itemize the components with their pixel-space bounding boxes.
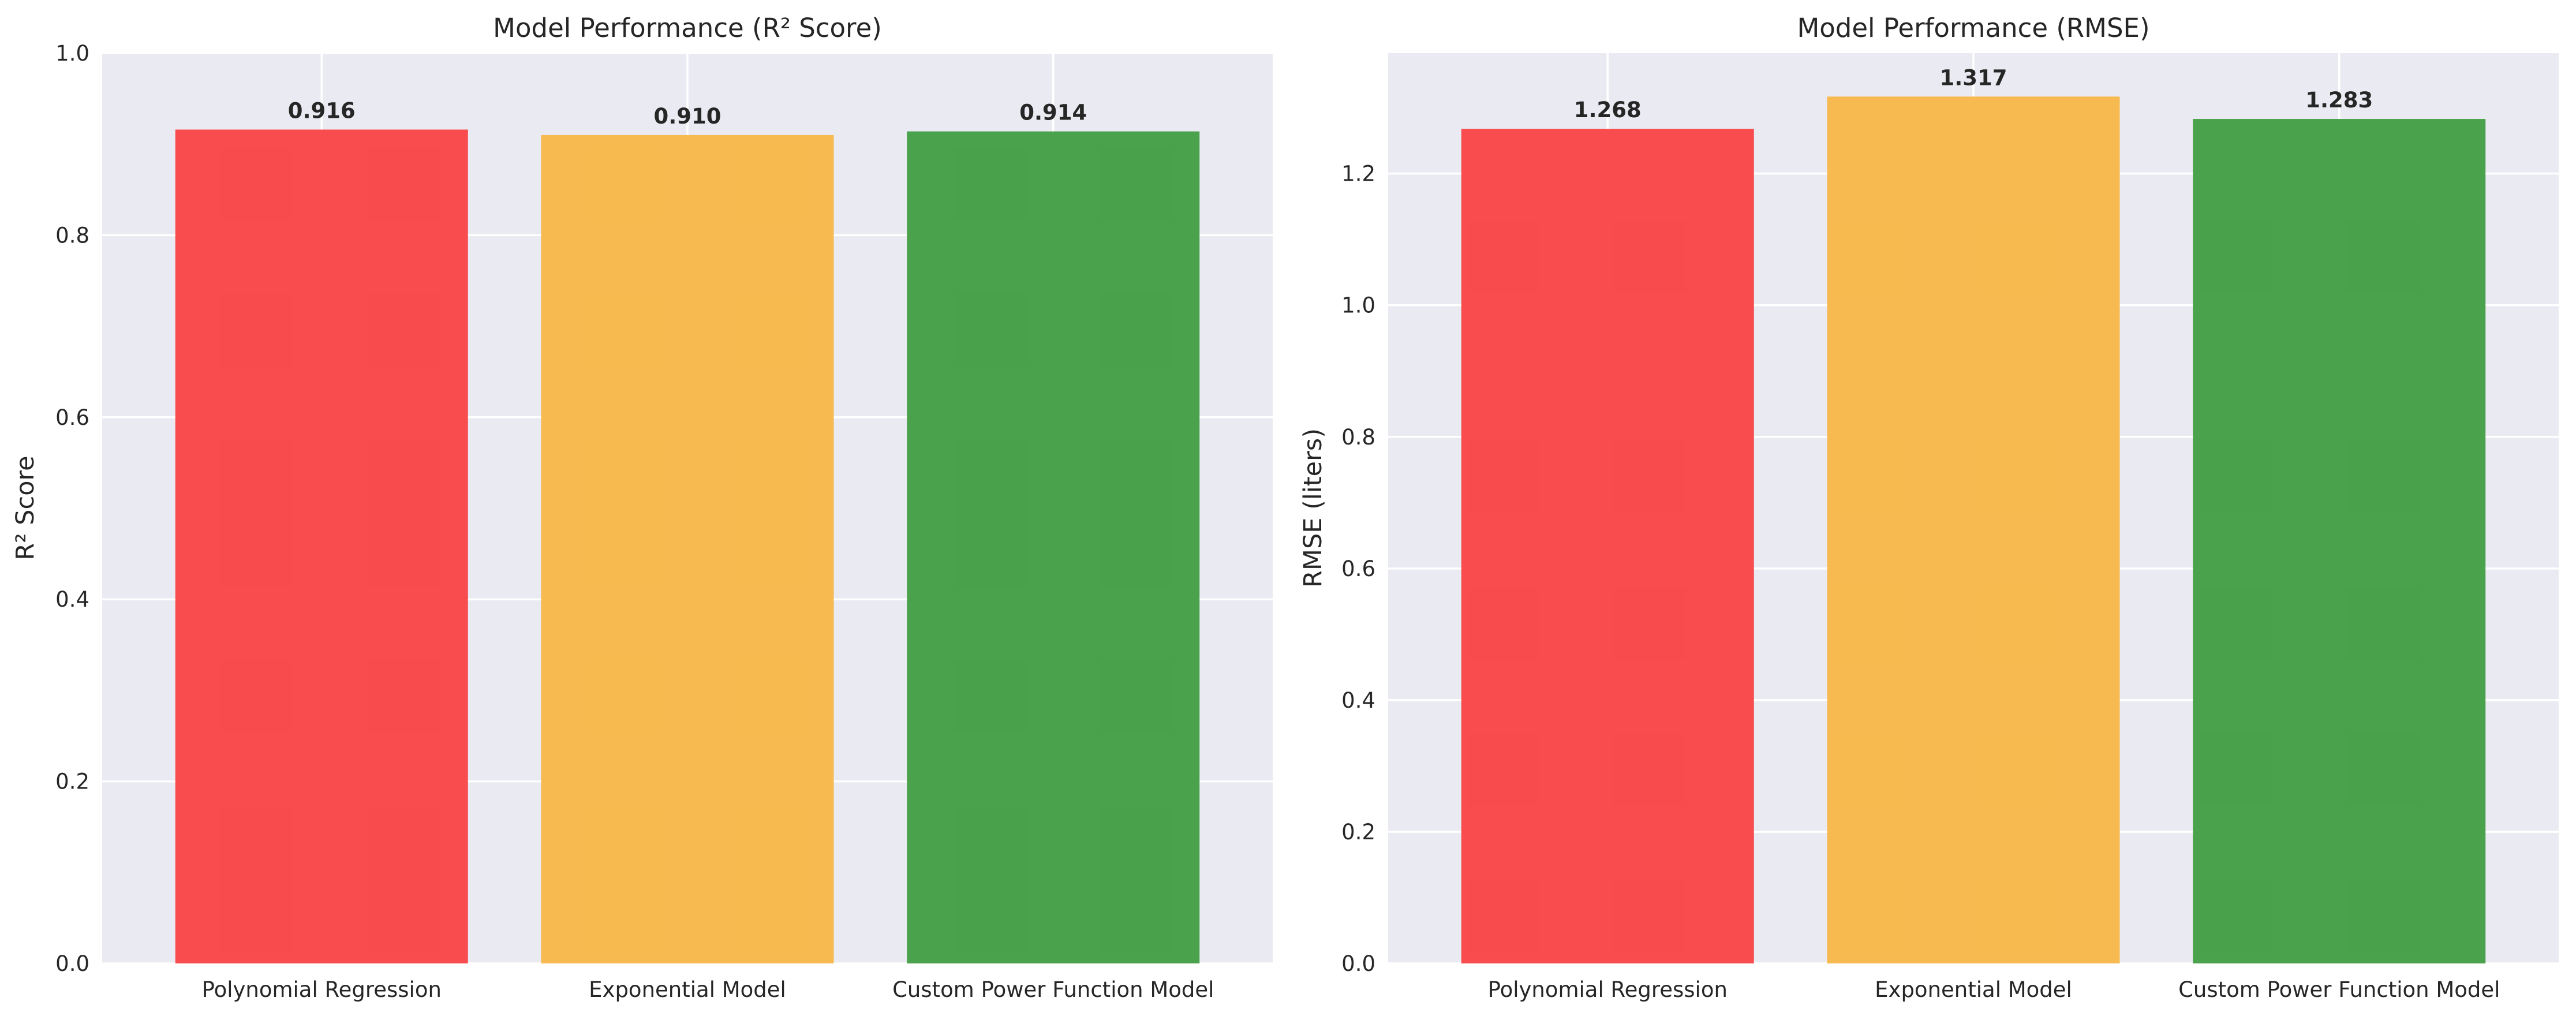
r2-x-tick-label-exponential-model: Exponential Model xyxy=(589,977,786,1002)
r2-y-tick-label: 0.0 xyxy=(55,951,89,976)
r2-value-label-polynomial-regression: 0.916 xyxy=(288,98,356,123)
r2-value-label-exponential-model: 0.910 xyxy=(653,104,721,129)
r2-bars xyxy=(175,129,1200,964)
rmse-value-labels: 1.268 1.317 1.283 xyxy=(1574,65,2373,122)
r2-y-tick-label: 0.8 xyxy=(55,223,89,248)
rmse-value-label-custom-power-function-model: 1.283 xyxy=(2305,88,2373,113)
rmse-bars xyxy=(1461,96,2486,964)
r2-x-tick-label-polynomial-regression: Polynomial Regression xyxy=(202,977,442,1002)
rmse-bar-custom-power-function-model xyxy=(2193,119,2486,964)
r2-chart-title: Model Performance (R² Score) xyxy=(493,13,882,43)
rmse-y-tick-label: 0.0 xyxy=(1341,951,1375,976)
r2-bar-exponential-model xyxy=(541,134,834,964)
rmse-bar-exponential-model xyxy=(1827,96,2120,963)
r2-score-chart: 0.916 0.910 0.914 0.0 0.2 0.4 0.6 0.8 1.0 Polyn… xyxy=(11,13,1273,1002)
r2-value-label-custom-power-function-model: 0.914 xyxy=(1019,100,1087,125)
r2-y-tick-label: 1.0 xyxy=(55,41,89,66)
rmse-y-tick-label: 0.6 xyxy=(1341,556,1375,581)
rmse-x-tick-label-exponential-model: Exponential Model xyxy=(1875,977,2072,1002)
rmse-y-tick-label: 0.8 xyxy=(1341,425,1375,450)
rmse-value-label-polynomial-regression: 1.268 xyxy=(1574,98,1642,122)
r2-y-tick-label: 0.4 xyxy=(55,587,89,612)
rmse-y-tick-label: 1.0 xyxy=(1341,293,1375,318)
rmse-y-ticks: 0.0 0.2 0.4 0.6 0.8 1.0 1.2 xyxy=(1341,162,1375,976)
rmse-y-tick-label: 0.2 xyxy=(1341,820,1375,845)
r2-y-axis-label: R² Score xyxy=(11,455,40,560)
r2-y-tick-label: 0.2 xyxy=(55,769,89,794)
rmse-y-axis-label: RMSE (liters) xyxy=(1299,428,1328,588)
rmse-y-tick-label: 0.4 xyxy=(1341,688,1375,713)
rmse-value-label-exponential-model: 1.317 xyxy=(1939,65,2007,90)
rmse-chart-title: Model Performance (RMSE) xyxy=(1797,13,2149,43)
r2-bar-custom-power-function-model xyxy=(907,131,1200,964)
r2-y-tick-label: 0.6 xyxy=(55,405,89,430)
r2-value-labels: 0.916 0.910 0.914 xyxy=(288,98,1087,128)
rmse-y-tick-label: 1.2 xyxy=(1341,162,1375,186)
r2-x-tick-label-custom-power-function-model: Custom Power Function Model xyxy=(892,977,1214,1002)
rmse-bar-polynomial-regression xyxy=(1461,129,1754,963)
rmse-chart: 1.268 1.317 1.283 0.0 0.2 0.4 0.6 0.8 1.0 1.2 Po… xyxy=(1299,13,2559,1002)
rmse-x-tick-label-polynomial-regression: Polynomial Regression xyxy=(1488,977,1728,1002)
rmse-x-tick-label-custom-power-function-model: Custom Power Function Model xyxy=(2178,977,2500,1002)
r2-bar-polynomial-regression xyxy=(175,129,468,963)
r2-y-ticks: 0.0 0.2 0.4 0.6 0.8 1.0 xyxy=(55,41,89,976)
r2-x-ticks: Polynomial Regression Exponential Model Cu… xyxy=(202,977,1214,1002)
rmse-x-ticks: Polynomial Regression Exponential Model Cu… xyxy=(1488,977,2500,1002)
